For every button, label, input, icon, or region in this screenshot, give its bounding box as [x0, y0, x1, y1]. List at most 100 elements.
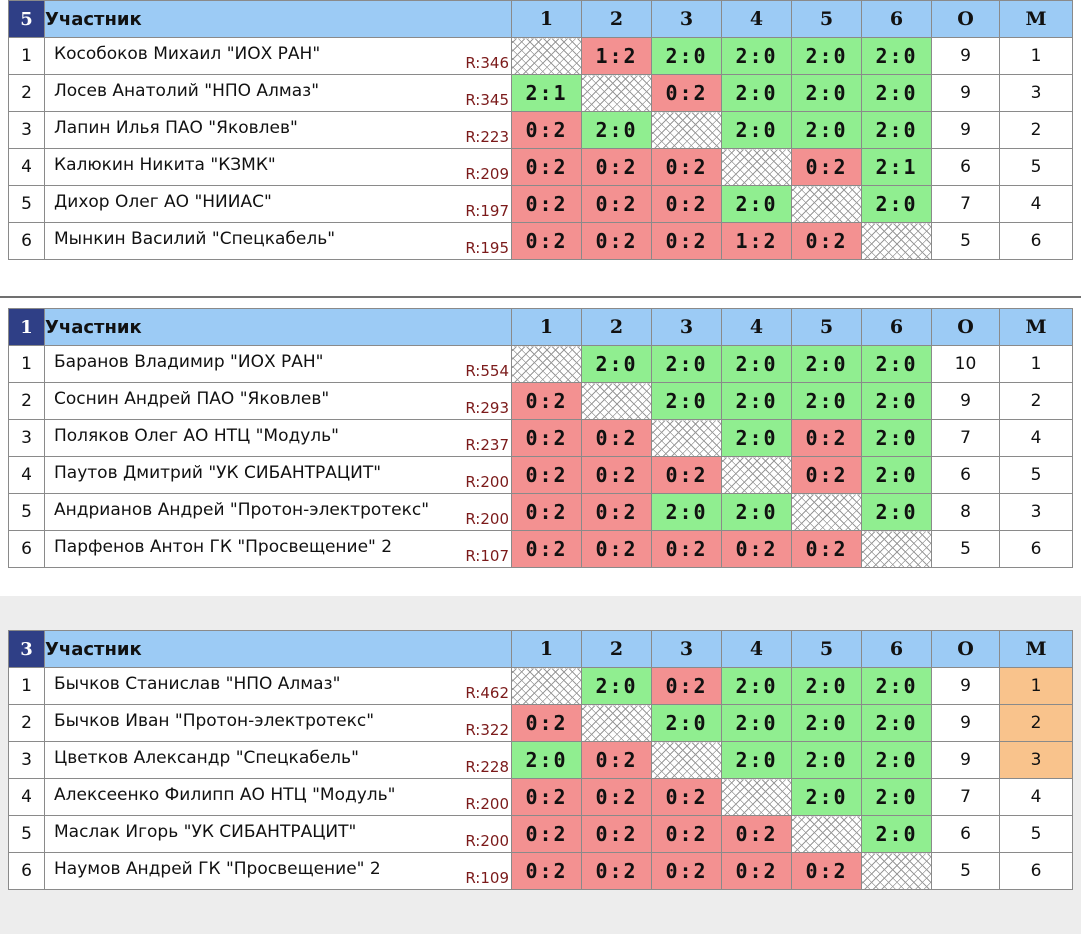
player-row: 3 Лапин Илья ПАО "Яковлев" R:223 0:2 2:0 2:0 2…: [8, 111, 1073, 149]
player-row: 5 Дихор Олег АО "НИИАС" R:197 0:2 0:2 0:2 2:0 2…: [8, 185, 1073, 223]
place-header: М: [999, 630, 1073, 668]
points-header: О: [931, 630, 1000, 668]
place-header: М: [999, 0, 1073, 38]
player-name: Бычков Станислав "НПО Алмаз": [54, 674, 341, 694]
match-result: 2:0: [861, 667, 932, 705]
match-result: 2:0: [581, 345, 652, 383]
player-number: 4: [8, 456, 45, 494]
player-name: Парфенов Антон ГК "Просвещение" 2: [54, 537, 393, 557]
match-result: 0:2: [511, 704, 582, 742]
match-result: 2:0: [651, 345, 722, 383]
opponent-column-header: 6: [861, 0, 932, 38]
player-row: 6 Мынкин Василий "Спецкабель" R:195 0:2 0:2 0…: [8, 222, 1073, 260]
place-value: 4: [999, 185, 1073, 223]
player-row: 5 Андрианов Андрей "Протон-электротекс" R:…: [8, 493, 1073, 531]
match-result: 2:0: [581, 667, 652, 705]
player-row: 3 Поляков Олег АО НТЦ "Модуль" R:237 0:2 0:2…: [8, 419, 1073, 457]
match-result: 2:0: [721, 74, 792, 112]
opponent-column-header: 3: [651, 630, 722, 668]
match-result: 0:2: [581, 815, 652, 853]
match-result: 0:2: [651, 530, 722, 568]
player-row: 6 Наумов Андрей ГК "Просвещение" 2 R:109 0:…: [8, 852, 1073, 890]
player-cell: Калюкин Никита "КЗМК" R:209: [44, 148, 512, 186]
player-row: 4 Паутов Дмитрий "УК СИБАНТРАЦИТ" R:200 0:2…: [8, 456, 1073, 494]
opponent-column-header: 5: [791, 308, 862, 346]
player-rating: R:462: [465, 684, 509, 702]
player-cell: Лапин Илья ПАО "Яковлев" R:223: [44, 111, 512, 149]
standings-table: 1 Участник 1 2 3 4 5 6 О М 1 Баранов Владимир "ИОХ …: [8, 308, 1073, 568]
player-name: Мынкин Василий "Спецкабель": [54, 229, 336, 249]
opponent-column-header: 4: [721, 308, 792, 346]
match-result: 0:2: [511, 185, 582, 223]
place-header: М: [999, 308, 1073, 346]
match-result: 0:2: [581, 493, 652, 531]
player-number: 3: [8, 741, 45, 779]
player-number: 2: [8, 382, 45, 420]
player-cell: Дихор Олег АО "НИИАС" R:197: [44, 185, 512, 223]
header-row: 3 Участник 1 2 3 4 5 6 О М: [8, 630, 1073, 668]
player-rating: R:107: [465, 547, 509, 565]
match-result: 0:2: [721, 815, 792, 853]
match-result: 2:0: [861, 815, 932, 853]
self-match-cell: [861, 852, 932, 890]
player-name: Дихор Олег АО "НИИАС": [54, 192, 272, 212]
player-row: 1 Кособоков Михаил "ИОХ РАН" R:346 1:2 2:0 2:…: [8, 37, 1073, 75]
player-rating: R:346: [465, 54, 509, 72]
player-number: 5: [8, 815, 45, 853]
place-value: 4: [999, 419, 1073, 457]
opponent-column-header: 4: [721, 0, 792, 38]
player-cell: Бычков Станислав "НПО Алмаз" R:462: [44, 667, 512, 705]
match-result: 0:2: [581, 741, 652, 779]
match-result: 2:0: [861, 704, 932, 742]
match-result: 2:0: [861, 185, 932, 223]
player-rating: R:195: [465, 239, 509, 257]
player-name: Бычков Иван "Протон-электротекс": [54, 711, 375, 731]
player-row: 2 Соснин Андрей ПАО "Яковлев" R:293 0:2 2:0 2…: [8, 382, 1073, 420]
opponent-column-header: 1: [511, 0, 582, 38]
player-name: Баранов Владимир "ИОХ РАН": [54, 352, 324, 372]
match-result: 2:0: [721, 741, 792, 779]
player-number: 4: [8, 148, 45, 186]
match-result: 0:2: [651, 667, 722, 705]
match-result: 0:2: [511, 852, 582, 890]
match-result: 0:2: [651, 456, 722, 494]
match-result: 0:2: [651, 852, 722, 890]
self-match-cell: [861, 222, 932, 260]
match-result: 2:0: [861, 382, 932, 420]
match-result: 2:0: [721, 185, 792, 223]
player-rating: R:322: [465, 721, 509, 739]
match-result: 0:2: [791, 530, 862, 568]
participant-header: Участник: [44, 0, 512, 38]
self-match-cell: [721, 456, 792, 494]
match-result: 2:0: [861, 778, 932, 816]
place-value: 3: [999, 74, 1073, 112]
points-value: 10: [931, 345, 1000, 383]
player-cell: Андрианов Андрей "Протон-электротекс" R:2…: [44, 493, 512, 531]
points-value: 5: [931, 530, 1000, 568]
self-match-cell: [581, 74, 652, 112]
match-result: 2:0: [721, 493, 792, 531]
place-value: 1: [999, 37, 1073, 75]
match-result: 0:2: [581, 530, 652, 568]
opponent-column-header: 3: [651, 308, 722, 346]
match-result: 0:2: [511, 382, 582, 420]
match-result: 0:2: [651, 778, 722, 816]
place-value: 1: [999, 667, 1073, 705]
match-result: 2:0: [581, 111, 652, 149]
group-number: 3: [8, 630, 45, 668]
match-result: 0:2: [581, 419, 652, 457]
points-value: 6: [931, 456, 1000, 494]
match-result: 2:0: [791, 382, 862, 420]
self-match-cell: [511, 345, 582, 383]
player-cell: Поляков Олег АО НТЦ "Модуль" R:237: [44, 419, 512, 457]
points-value: 9: [931, 37, 1000, 75]
match-result: 1:2: [721, 222, 792, 260]
match-result: 0:2: [581, 185, 652, 223]
self-match-cell: [721, 148, 792, 186]
place-value: 2: [999, 382, 1073, 420]
opponent-column-header: 1: [511, 308, 582, 346]
opponent-column-header: 2: [581, 0, 652, 38]
match-result: 0:2: [791, 419, 862, 457]
player-number: 1: [8, 667, 45, 705]
points-value: 9: [931, 741, 1000, 779]
